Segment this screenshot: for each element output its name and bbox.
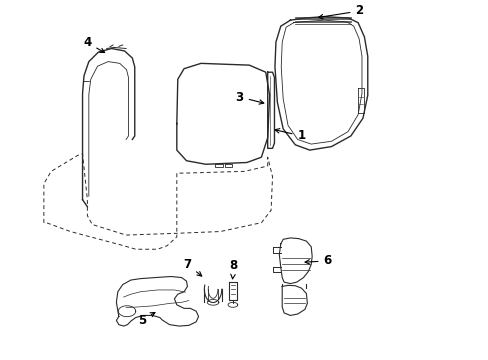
Text: 4: 4	[83, 36, 104, 53]
Text: 6: 6	[305, 255, 331, 267]
Text: 1: 1	[274, 129, 305, 143]
Text: 5: 5	[138, 312, 155, 327]
Text: 3: 3	[235, 90, 263, 104]
Text: 2: 2	[318, 4, 363, 19]
Text: 8: 8	[229, 259, 238, 279]
Text: 7: 7	[183, 258, 202, 276]
